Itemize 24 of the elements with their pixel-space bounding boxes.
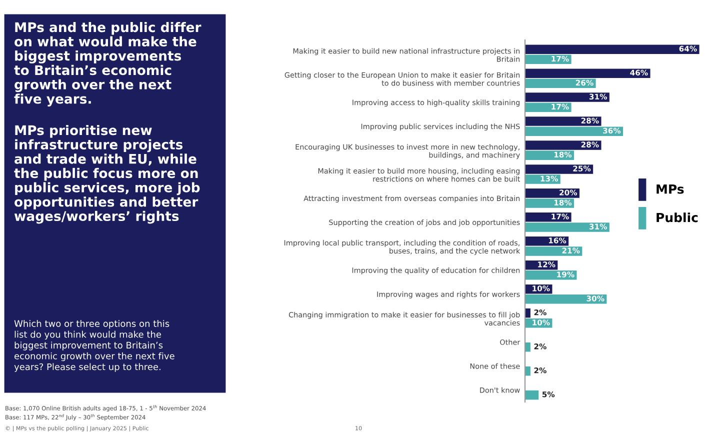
text: MPs and the public differ on what would make the biggest improvements to Britain’s economic growth over the next five years. [14, 22, 202, 106]
bar [525, 68, 650, 78]
bar [525, 390, 539, 400]
bar [525, 164, 594, 174]
bar [525, 236, 569, 246]
bar [525, 198, 574, 208]
bar [525, 246, 582, 256]
bar [525, 188, 580, 198]
bar [525, 294, 607, 304]
legend-label: Public [656, 212, 698, 222]
bar [525, 78, 596, 88]
text: Which two or three options on this list do you think would make the biggest improvement to Britain’s economic growth over the next five years? Please select up to three. [14, 320, 174, 372]
bar [525, 212, 572, 222]
bar [525, 126, 624, 136]
legend-label: MPs [656, 184, 684, 194]
bar [525, 270, 577, 280]
bar [525, 140, 602, 150]
bar [525, 222, 610, 232]
bar [525, 116, 602, 126]
bar [525, 150, 574, 160]
bar [525, 44, 700, 54]
bar [525, 102, 572, 112]
text: MPs prioritise new infrastructure projects and trade with EU, while the public focus more on public services, more job opportunities and better wages/workers’ rights [14, 125, 200, 224]
bar [525, 92, 610, 102]
